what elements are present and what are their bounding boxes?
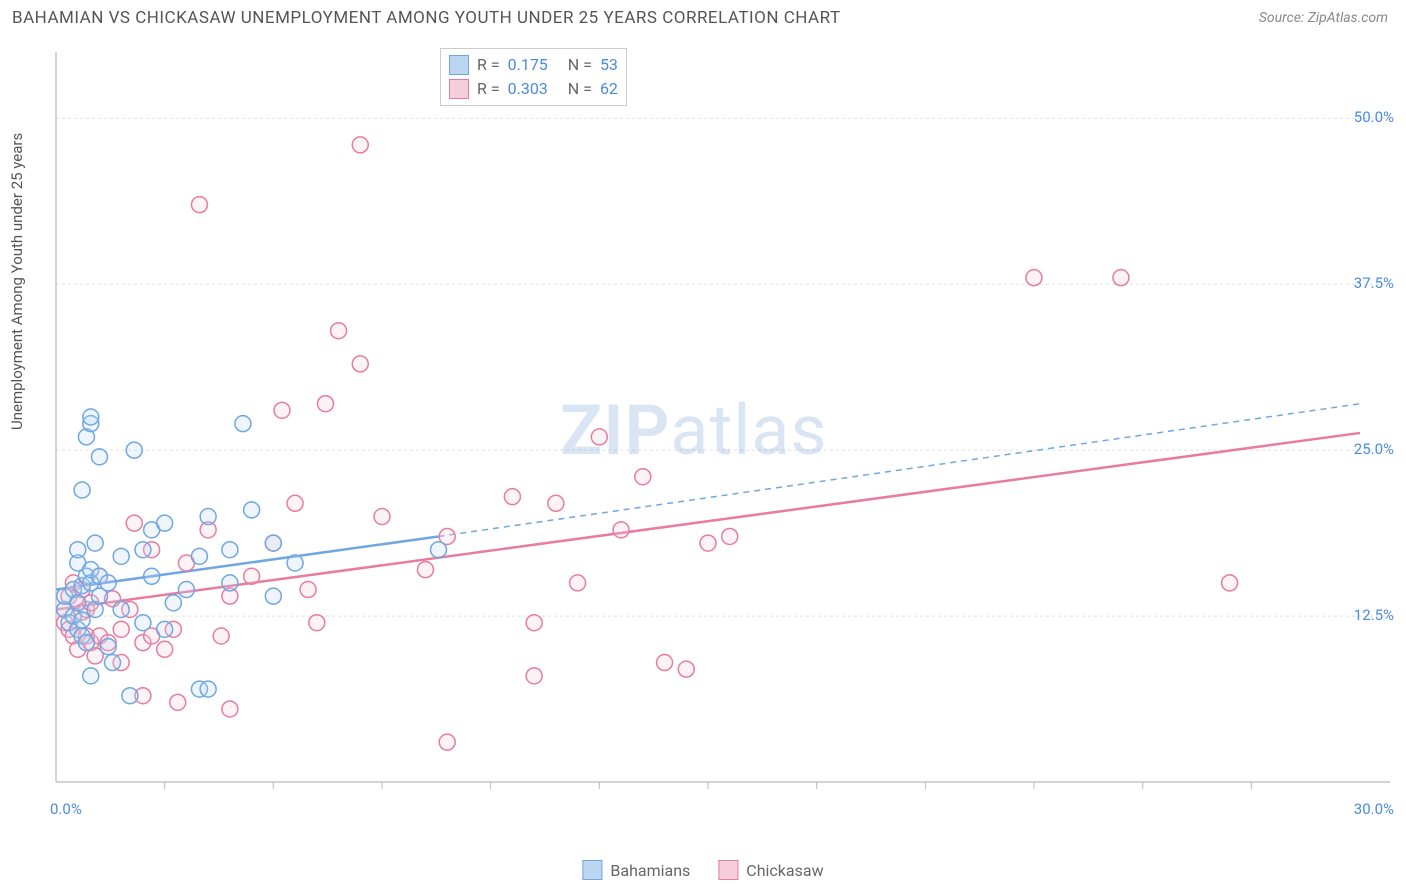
y-tick-label: 25.0%	[1354, 440, 1394, 458]
r-label: R =	[477, 53, 500, 77]
x-tick-label: 30.0%	[1354, 800, 1394, 818]
y-tick-label: 12.5%	[1354, 606, 1394, 624]
legend-label-chickasaw: Chickasaw	[746, 861, 823, 880]
n-label: N =	[568, 77, 592, 101]
y-axis-label: Unemployment Among Youth under 25 years	[8, 133, 26, 430]
r-value-chickasaw: 0.303	[508, 77, 548, 101]
legend-item-chickasaw: Chickasaw	[718, 860, 823, 880]
swatch-bahamians-icon	[582, 860, 602, 880]
scatter-chart-svg	[50, 42, 1400, 812]
n-label: N =	[568, 53, 592, 77]
chart-title: BAHAMIAN VS CHICKASAW UNEMPLOYMENT AMONG…	[12, 8, 841, 28]
r-label: R =	[477, 77, 500, 101]
swatch-chickasaw-icon	[718, 860, 738, 880]
y-tick-label: 37.5%	[1354, 274, 1394, 292]
legend-label-bahamians: Bahamians	[610, 861, 690, 880]
stats-row-1: R = 0.175 N = 53	[449, 53, 618, 77]
stats-legend-box: R = 0.175 N = 53 R = 0.303 N = 62	[440, 48, 627, 106]
n-value-chickasaw: 62	[600, 77, 618, 101]
stats-row-2: R = 0.303 N = 62	[449, 77, 618, 101]
chart-plot-area	[50, 42, 1400, 812]
x-tick-label: 0.0%	[50, 800, 82, 818]
bottom-legend: Bahamians Chickasaw	[582, 860, 823, 880]
swatch-bahamians-icon	[449, 55, 469, 75]
chart-source: Source: ZipAtlas.com	[1259, 10, 1388, 26]
n-value-bahamians: 53	[600, 53, 618, 77]
r-value-bahamians: 0.175	[508, 53, 548, 77]
y-tick-label: 50.0%	[1354, 108, 1394, 126]
swatch-chickasaw-icon	[449, 79, 469, 99]
legend-item-bahamians: Bahamians	[582, 860, 690, 880]
